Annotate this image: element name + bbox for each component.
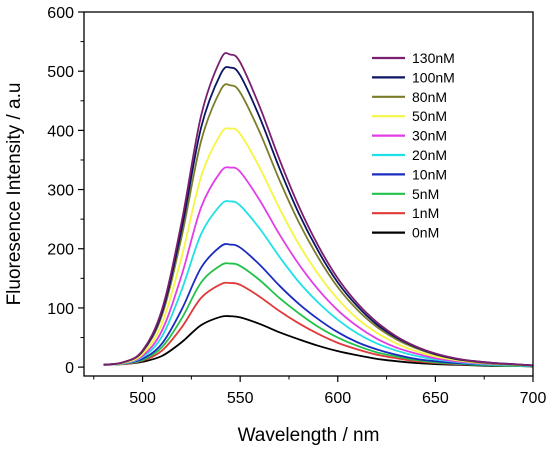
y-axis: 0 100 200 300 400 500 600 <box>47 5 84 377</box>
legend-item: 10nM <box>372 166 447 182</box>
x-axis: 500 550 600 650 700 <box>93 376 547 407</box>
y-axis-label: Fluoresence Intensity / a.u <box>4 83 25 306</box>
legend: 130nM 100nM 80nM 50nM 30nM 20nM 10nM 5nM 1nM 0nM <box>372 50 455 241</box>
x-axis-label: Wavelength / nm <box>238 425 380 446</box>
y-tick-label: 100 <box>47 301 74 318</box>
y-tick-label: 600 <box>47 5 74 22</box>
legend-label: 10nM <box>412 166 447 182</box>
legend-item: 20nM <box>372 147 447 163</box>
legend-label: 50nM <box>412 108 447 124</box>
legend-label: 5nM <box>412 186 439 202</box>
legend-label: 1nM <box>412 205 439 221</box>
legend-item: 130nM <box>372 50 455 66</box>
legend-label: 20nM <box>412 147 447 163</box>
legend-item: 30nM <box>372 128 447 144</box>
legend-label: 100nM <box>412 69 455 85</box>
legend-item: 0nM <box>372 225 439 241</box>
y-tick-label: 500 <box>47 64 74 81</box>
y-tick-label: 0 <box>65 360 74 377</box>
x-tick-label: 700 <box>520 390 547 407</box>
legend-item: 50nM <box>372 108 447 124</box>
legend-item: 100nM <box>372 69 455 85</box>
series-line-50nM <box>103 127 534 367</box>
series-line-130nM <box>103 52 534 367</box>
legend-label: 30nM <box>412 128 447 144</box>
legend-label: 0nM <box>412 225 439 241</box>
series-line-10nM <box>103 243 534 367</box>
x-tick-label: 650 <box>422 390 449 407</box>
y-tick-label: 400 <box>47 123 74 140</box>
series-line-100nM <box>103 66 534 367</box>
legend-label: 80nM <box>412 89 447 105</box>
x-tick-label: 500 <box>129 390 156 407</box>
plot-frame <box>83 11 534 377</box>
legend-item: 1nM <box>372 205 439 221</box>
y-tick-label: 300 <box>47 183 74 200</box>
legend-item: 80nM <box>372 89 447 105</box>
x-tick-label: 600 <box>324 390 351 407</box>
series-layer <box>103 52 534 368</box>
legend-item: 5nM <box>372 186 439 202</box>
x-tick-label: 550 <box>227 390 254 407</box>
legend-label: 130nM <box>412 50 455 66</box>
y-tick-label: 200 <box>47 242 74 259</box>
series-line-30nM <box>103 166 534 367</box>
